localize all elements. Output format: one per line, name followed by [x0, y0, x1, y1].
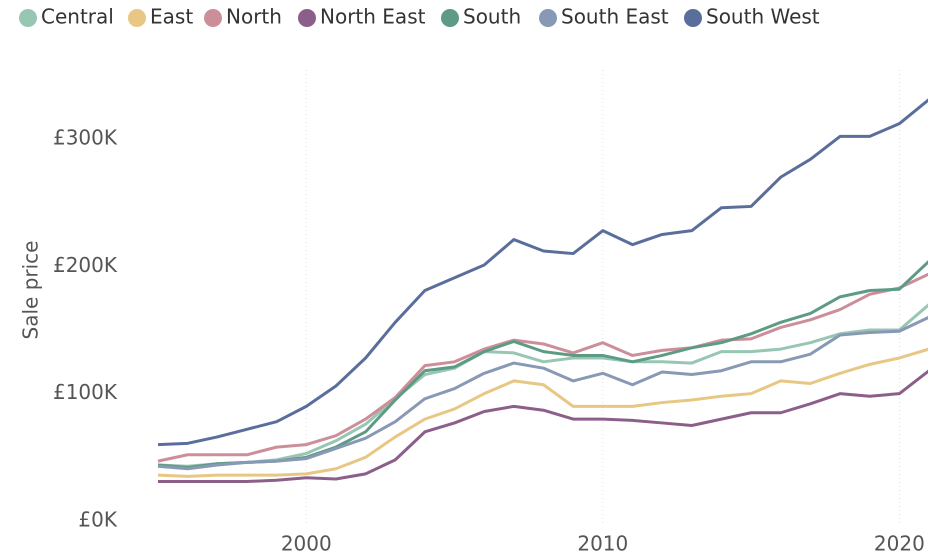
series-line	[157, 316, 928, 471]
series-line	[157, 347, 928, 478]
legend-label: South	[463, 5, 521, 29]
series-line	[157, 272, 928, 463]
legend-marker	[19, 9, 37, 27]
series-line	[158, 369, 928, 484]
x-tick-label: 2000	[281, 532, 332, 556]
y-axis-label: Sale price	[19, 241, 43, 340]
legend-marker	[684, 9, 702, 27]
series-line	[157, 260, 928, 470]
legend-label: East	[150, 5, 193, 29]
y-tick-label: £100K	[53, 380, 118, 404]
legend-label: North	[226, 5, 282, 29]
legend-marker	[298, 9, 316, 27]
x-tick-label: 2010	[577, 532, 628, 556]
legend-marker	[441, 9, 459, 27]
legend-label: South West	[706, 5, 820, 29]
legend-marker	[128, 9, 146, 27]
legend-label: North East	[320, 5, 426, 29]
y-tick-label: £200K	[53, 253, 118, 277]
series-line	[157, 303, 928, 468]
series-line	[157, 98, 928, 447]
legend-marker	[539, 9, 557, 27]
legend-label: South East	[561, 5, 669, 29]
legend-marker	[204, 9, 222, 27]
x-tick-label: 2020	[874, 532, 925, 556]
y-tick-label: £0K	[78, 508, 117, 532]
legend-label: Central	[41, 5, 114, 29]
y-tick-label: £300K	[53, 125, 118, 149]
